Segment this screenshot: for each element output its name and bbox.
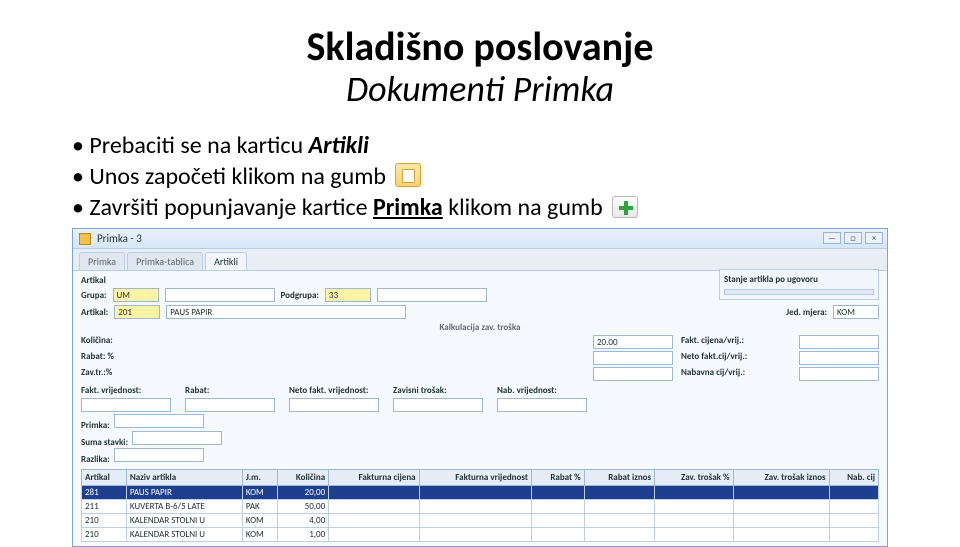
- window-titlebar: Primka - 3 — □ ×: [73, 229, 887, 249]
- faktcij-field[interactable]: [799, 335, 879, 349]
- sum-razlika-field: [114, 448, 204, 462]
- nab-vrij-field[interactable]: [497, 398, 587, 412]
- table-row[interactable]: 281PAUS PAPIRKOM20,00: [82, 486, 879, 500]
- artikal-code-field[interactable]: 201: [114, 305, 160, 319]
- col-4[interactable]: Fakturna cijena: [329, 470, 419, 486]
- zavtr-pct-field[interactable]: [593, 367, 673, 381]
- fakt-vrij-field[interactable]: [81, 398, 171, 412]
- kolicina-field[interactable]: 20.00: [593, 335, 673, 349]
- bullet-2: Unos započeti klikom na gumb: [72, 162, 960, 191]
- page-title-main: Skladišno poslovanje: [0, 22, 960, 71]
- neto-vrij-field[interactable]: [289, 398, 379, 412]
- table-row[interactable]: 210KALENDAR STOLNI UKOM4,00: [82, 514, 879, 528]
- calc-title: Kalkulacija zav. troška: [81, 322, 879, 333]
- col-0[interactable]: Artikal: [82, 470, 127, 486]
- col-1[interactable]: Naziv artikla: [126, 470, 242, 486]
- podgrupa-desc-field[interactable]: [377, 288, 487, 302]
- maximize-button[interactable]: □: [844, 232, 862, 244]
- add-button-icon[interactable]: [612, 196, 638, 218]
- right-panel-bar: [724, 289, 874, 295]
- close-button[interactable]: ×: [865, 232, 883, 244]
- col-10[interactable]: Nab. cij: [829, 470, 878, 486]
- bullet-1: Prebaciti se na karticu Artikli: [72, 131, 960, 160]
- sum-stavki-field: [132, 431, 222, 445]
- table-row[interactable]: 211KUVERTA B-6/5 LATEPAK50,00: [82, 500, 879, 514]
- col-6[interactable]: Rabat %: [531, 470, 584, 486]
- tab-primka-tablica[interactable]: Primka-tablica: [127, 252, 203, 270]
- right-panel: Stanje artikla po ugovoru: [719, 269, 879, 300]
- new-document-icon[interactable]: [395, 163, 421, 187]
- netofakt-field[interactable]: [799, 351, 879, 365]
- rabat-val-field[interactable]: [185, 398, 275, 412]
- artikal-name-field[interactable]: PAUS PAPIR: [166, 305, 406, 319]
- instruction-list: Prebaciti se na karticu Artikli Unos zap…: [72, 131, 960, 222]
- rabat-pct-field[interactable]: [593, 351, 673, 365]
- col-7[interactable]: Rabat iznos: [584, 470, 654, 486]
- podgrupa-field[interactable]: 33: [325, 288, 371, 302]
- col-8[interactable]: Zav. trošak %: [655, 470, 733, 486]
- col-9[interactable]: Zav. trošak iznos: [733, 470, 829, 486]
- col-2[interactable]: J.m.: [242, 470, 277, 486]
- window-title: Primka - 3: [97, 232, 142, 245]
- col-3[interactable]: Količina: [277, 470, 328, 486]
- grupa-desc-field[interactable]: [165, 288, 275, 302]
- nabcij-field[interactable]: [799, 367, 879, 381]
- tab-primka[interactable]: Primka: [79, 252, 125, 270]
- bullet-3: Završiti popunjavanje kartice Primka kli…: [72, 193, 960, 222]
- jedmjera-field[interactable]: KOM: [833, 305, 879, 319]
- minimize-button[interactable]: —: [823, 232, 841, 244]
- tab-strip: Primka Primka-tablica Artikli: [73, 249, 887, 271]
- tab-artikli[interactable]: Artikli: [205, 252, 247, 270]
- page-title-sub: Dokumenti Primka: [0, 67, 960, 111]
- app-window: Primka - 3 — □ × Primka Primka-tablica A…: [72, 228, 888, 547]
- window-icon: [79, 233, 91, 245]
- items-table[interactable]: ArtikalNaziv artiklaJ.m.KoličinaFakturna…: [81, 469, 879, 542]
- col-5[interactable]: Fakturna vrijednost: [419, 470, 531, 486]
- sum-primka-field: [114, 414, 204, 428]
- grupa-field[interactable]: UM: [113, 288, 159, 302]
- summary-block: Primka: Suma stavki: Razlika:: [81, 414, 879, 465]
- zavtr-val-field[interactable]: [393, 398, 483, 412]
- table-row[interactable]: 210KALENDAR STOLNI UKOM1,00: [82, 528, 879, 542]
